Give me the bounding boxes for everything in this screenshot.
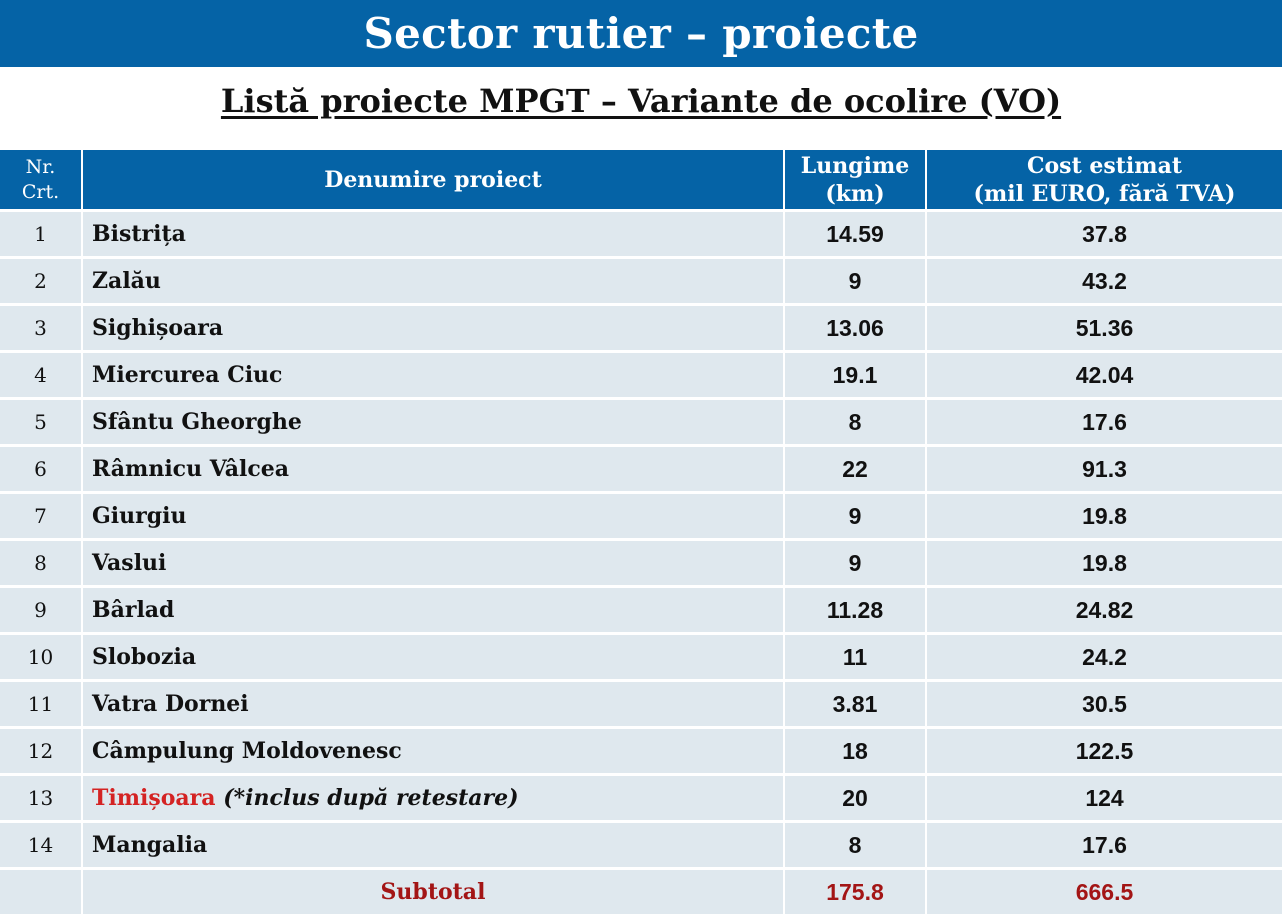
row-number: 14 <box>0 822 82 869</box>
project-length: 13.06 <box>784 305 926 352</box>
project-length: 8 <box>784 822 926 869</box>
table-row: 6 Râmnicu Vâlcea 22 91.3 <box>0 446 1282 493</box>
column-header-length: Lungime (km) <box>784 150 926 211</box>
project-name: Timișoara <box>92 785 216 811</box>
project-cost: 43.2 <box>926 258 1282 305</box>
column-header-nr-line1: Nr. <box>26 156 56 178</box>
project-name: Vaslui <box>82 540 784 587</box>
row-number: 7 <box>0 493 82 540</box>
project-name: Câmpulung Moldovenesc <box>82 728 784 775</box>
row-number: 13 <box>0 775 82 822</box>
project-cost: 24.2 <box>926 634 1282 681</box>
project-length: 11.28 <box>784 587 926 634</box>
project-length: 19.1 <box>784 352 926 399</box>
row-number: 5 <box>0 399 82 446</box>
projects-table: Nr. Crt. Denumire proiect Lungime (km) C… <box>0 150 1282 914</box>
table-row: 2 Zalău 9 43.2 <box>0 258 1282 305</box>
subtotal-row: Subtotal 175.8 666.5 <box>0 869 1282 914</box>
column-header-cost: Cost estimat (mil EURO, fără TVA) <box>926 150 1282 211</box>
project-cost: 122.5 <box>926 728 1282 775</box>
row-number: 1 <box>0 211 82 258</box>
table-row: 14 Mangalia 8 17.6 <box>0 822 1282 869</box>
project-length: 11 <box>784 634 926 681</box>
row-number: 9 <box>0 587 82 634</box>
project-cost: 124 <box>926 775 1282 822</box>
table-header-row: Nr. Crt. Denumire proiect Lungime (km) C… <box>0 150 1282 211</box>
project-name: Miercurea Ciuc <box>82 352 784 399</box>
project-cost: 19.8 <box>926 540 1282 587</box>
project-length: 14.59 <box>784 211 926 258</box>
project-cost: 24.82 <box>926 587 1282 634</box>
table-row: 7 Giurgiu 9 19.8 <box>0 493 1282 540</box>
project-length: 9 <box>784 258 926 305</box>
title-bar: Sector rutier – proiecte <box>0 0 1282 67</box>
project-length: 3.81 <box>784 681 926 728</box>
project-length: 8 <box>784 399 926 446</box>
project-cost: 42.04 <box>926 352 1282 399</box>
column-header-nr: Nr. Crt. <box>0 150 82 211</box>
project-cost: 51.36 <box>926 305 1282 352</box>
project-name: Giurgiu <box>82 493 784 540</box>
table-subtitle: Listă proiecte MPGT – Variante de ocolir… <box>0 82 1282 132</box>
column-header-length-line1: Lungime <box>801 153 909 179</box>
project-length: 22 <box>784 446 926 493</box>
table-row: 3 Sighișoara 13.06 51.36 <box>0 305 1282 352</box>
table-row: 4 Miercurea Ciuc 19.1 42.04 <box>0 352 1282 399</box>
project-name: Bârlad <box>82 587 784 634</box>
table-row: 10 Slobozia 11 24.2 <box>0 634 1282 681</box>
subtotal-label: Subtotal <box>82 869 784 914</box>
table-row: 8 Vaslui 9 19.8 <box>0 540 1282 587</box>
project-name: Slobozia <box>82 634 784 681</box>
project-cost: 19.8 <box>926 493 1282 540</box>
project-length: 18 <box>784 728 926 775</box>
row-number: 2 <box>0 258 82 305</box>
subtotal-empty-cell <box>0 869 82 914</box>
column-header-name: Denumire proiect <box>82 150 784 211</box>
project-cost: 17.6 <box>926 399 1282 446</box>
project-name: Sighișoara <box>82 305 784 352</box>
row-number: 6 <box>0 446 82 493</box>
project-length: 20 <box>784 775 926 822</box>
column-header-length-line2: (km) <box>825 181 884 207</box>
project-name: Zalău <box>82 258 784 305</box>
subtotal-length: 175.8 <box>784 869 926 914</box>
subtotal-cost: 666.5 <box>926 869 1282 914</box>
project-cost: 30.5 <box>926 681 1282 728</box>
project-name: Mangalia <box>82 822 784 869</box>
project-cost: 91.3 <box>926 446 1282 493</box>
project-name: Vatra Dornei <box>82 681 784 728</box>
project-note: (*inclus după retestare) <box>223 785 518 811</box>
table-row: 5 Sfântu Gheorghe 8 17.6 <box>0 399 1282 446</box>
column-header-cost-line2: (mil EURO, fără TVA) <box>974 181 1236 207</box>
project-name: Sfântu Gheorghe <box>82 399 784 446</box>
project-length: 9 <box>784 493 926 540</box>
row-number: 10 <box>0 634 82 681</box>
page-title: Sector rutier – proiecte <box>364 9 919 58</box>
project-name: Râmnicu Vâlcea <box>82 446 784 493</box>
project-cost: 37.8 <box>926 211 1282 258</box>
project-name-cell: Timișoara (*inclus după retestare) <box>82 775 784 822</box>
row-number: 12 <box>0 728 82 775</box>
table-row: 9 Bârlad 11.28 24.82 <box>0 587 1282 634</box>
row-number: 4 <box>0 352 82 399</box>
project-name: Bistrița <box>82 211 784 258</box>
row-number: 8 <box>0 540 82 587</box>
project-cost: 17.6 <box>926 822 1282 869</box>
table-row: 12 Câmpulung Moldovenesc 18 122.5 <box>0 728 1282 775</box>
row-number: 11 <box>0 681 82 728</box>
table-row: 1 Bistrița 14.59 37.8 <box>0 211 1282 258</box>
project-length: 9 <box>784 540 926 587</box>
column-header-cost-line1: Cost estimat <box>1027 153 1182 179</box>
table-row: 11 Vatra Dornei 3.81 30.5 <box>0 681 1282 728</box>
table-row: 13 Timișoara (*inclus după retestare) 20… <box>0 775 1282 822</box>
column-header-nr-line2: Crt. <box>22 181 59 203</box>
row-number: 3 <box>0 305 82 352</box>
